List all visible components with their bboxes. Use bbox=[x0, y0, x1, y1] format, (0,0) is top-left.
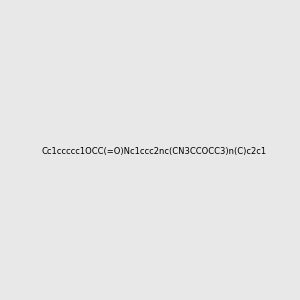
Text: Cc1ccccc1OCC(=O)Nc1ccc2nc(CN3CCOCC3)n(C)c2c1: Cc1ccccc1OCC(=O)Nc1ccc2nc(CN3CCOCC3)n(C)… bbox=[41, 147, 266, 156]
